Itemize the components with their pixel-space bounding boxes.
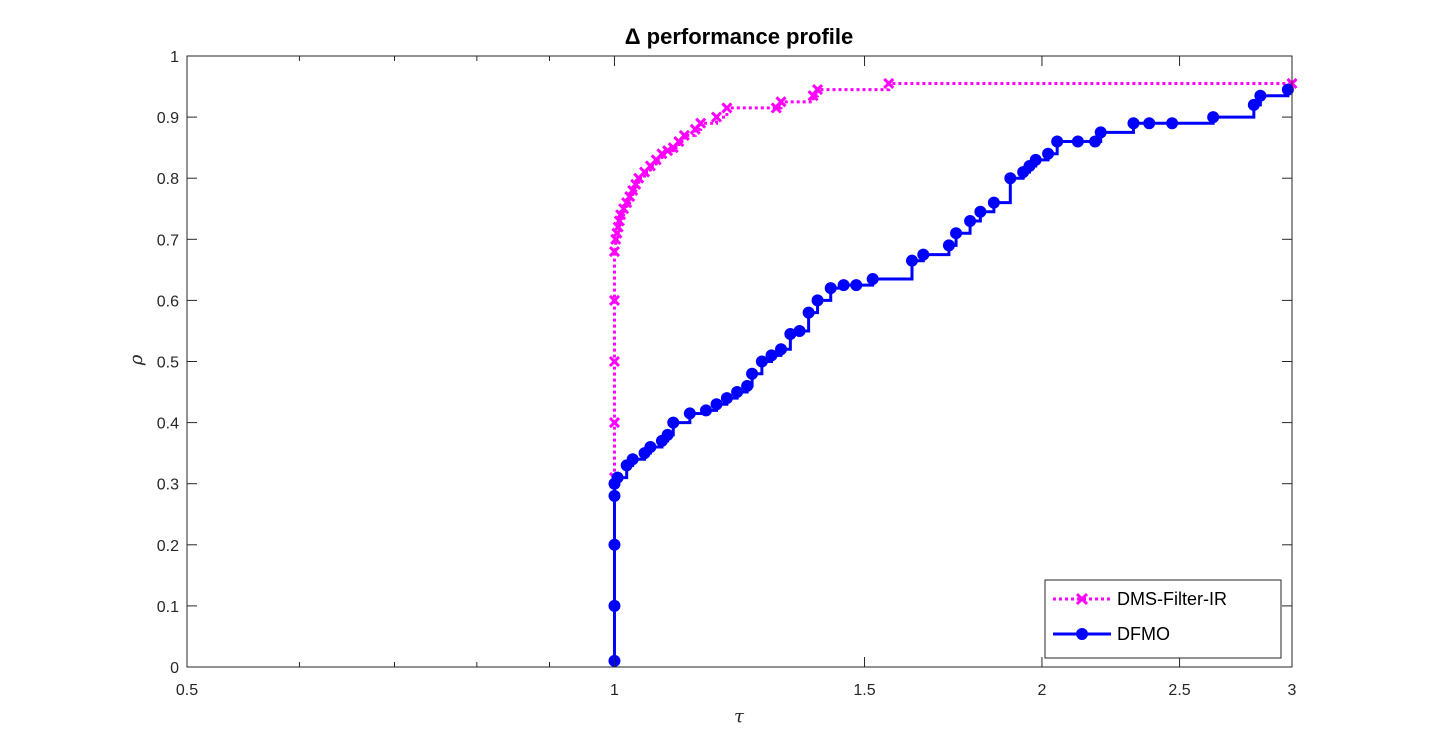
y-tick-label: 0.7	[157, 232, 179, 249]
data-point	[793, 324, 806, 337]
data-point	[950, 227, 963, 240]
data-point	[942, 239, 955, 252]
legend-label-dfmo: DFMO	[1117, 624, 1170, 644]
data-point	[608, 355, 621, 368]
data-point	[731, 386, 744, 399]
data-point	[1029, 153, 1042, 166]
data-point	[667, 416, 680, 429]
y-tick-label: 0.8	[157, 171, 179, 188]
data-point	[608, 538, 621, 551]
data-point	[608, 245, 621, 258]
data-point	[1247, 98, 1260, 111]
axes-layer: 0.5 1 1.5 2 2.5 3 0 0.1 0.2 0.3 0.4 0.5 0.6 0.7 0.8 0.9…	[157, 49, 1297, 699]
data-point	[662, 145, 674, 157]
data-point	[608, 417, 621, 429]
data-point	[811, 84, 824, 96]
plot-area	[187, 56, 1292, 667]
data-point	[1281, 83, 1294, 96]
data-point	[695, 117, 707, 129]
data-point	[811, 294, 824, 307]
data-point	[1004, 172, 1017, 185]
y-tick-label: 0.5	[157, 355, 179, 372]
data-point	[883, 77, 895, 90]
data-point	[850, 279, 863, 292]
data-point	[775, 96, 787, 108]
data-point	[1089, 135, 1102, 148]
data-point	[624, 190, 636, 203]
data-point	[720, 392, 733, 405]
data-point	[964, 214, 977, 227]
data-point	[700, 404, 713, 417]
y-tick-label: 0.6	[157, 293, 179, 310]
data-point	[608, 489, 621, 502]
data-point	[710, 111, 723, 123]
data-point	[866, 273, 879, 286]
series-dfmo	[608, 83, 1294, 667]
data-point	[917, 248, 930, 261]
data-point	[802, 306, 815, 319]
data-point	[710, 398, 723, 411]
y-tick-label: 1	[170, 49, 179, 66]
data-point	[974, 205, 987, 218]
x-tick-label: 3	[1288, 682, 1297, 699]
x-tick-label: 2.5	[1168, 682, 1190, 699]
data-point	[608, 599, 621, 612]
data-point	[721, 102, 733, 114]
chart-title: Δ performance profile	[625, 24, 854, 49]
y-tick-label: 0.3	[157, 477, 179, 494]
x-axis-label: τ	[734, 706, 745, 727]
data-point	[608, 294, 621, 306]
y-tick-label: 0.1	[157, 599, 179, 616]
legend-marker-dfmo	[1076, 628, 1088, 640]
data-point	[621, 197, 633, 209]
y-tick-label: 0.9	[157, 110, 179, 127]
data-point	[1094, 126, 1107, 139]
y-tick-label: 0.4	[157, 416, 179, 433]
data-point	[824, 282, 837, 295]
data-point	[611, 471, 624, 484]
data-point	[987, 196, 1000, 209]
x-tick-label: 0.5	[176, 682, 198, 699]
data-point	[1051, 135, 1064, 148]
data-point	[683, 407, 696, 420]
y-axis-label: ρ	[126, 354, 147, 366]
y-tick-label: 0	[170, 660, 179, 677]
data-point	[661, 428, 674, 441]
series-dms-filter-ir	[608, 77, 1298, 484]
series-layer	[608, 77, 1298, 667]
data-point	[1127, 117, 1140, 130]
x-tick-label: 1.5	[853, 682, 875, 699]
x-tick-label: 2	[1037, 682, 1046, 699]
legend-label-dms-filter-ir: DMS-Filter-IR	[1117, 589, 1227, 609]
data-point	[678, 129, 690, 141]
data-point	[615, 209, 627, 221]
y-tick-label: 0.2	[157, 538, 179, 555]
data-point	[1143, 117, 1156, 130]
data-point	[630, 178, 642, 190]
legend: DMS-Filter-IR DFMO	[1044, 579, 1282, 659]
data-point	[905, 254, 918, 267]
data-point	[741, 379, 754, 392]
data-point	[626, 453, 639, 466]
data-point	[1042, 147, 1055, 160]
legend-box	[1044, 579, 1282, 659]
data-point	[1166, 117, 1179, 130]
data-point	[765, 349, 778, 362]
data-point	[1254, 89, 1267, 102]
data-point	[627, 184, 639, 196]
data-point	[618, 203, 630, 215]
data-point	[1071, 135, 1084, 148]
x-tick-label: 1	[610, 682, 619, 699]
data-point	[644, 441, 657, 454]
legend-marker-dms-filter-ir	[1075, 592, 1089, 606]
data-point	[755, 355, 768, 368]
data-point	[656, 148, 668, 160]
data-point	[775, 343, 788, 356]
data-point	[1207, 111, 1220, 124]
data-point	[746, 367, 759, 380]
data-point	[837, 279, 850, 292]
